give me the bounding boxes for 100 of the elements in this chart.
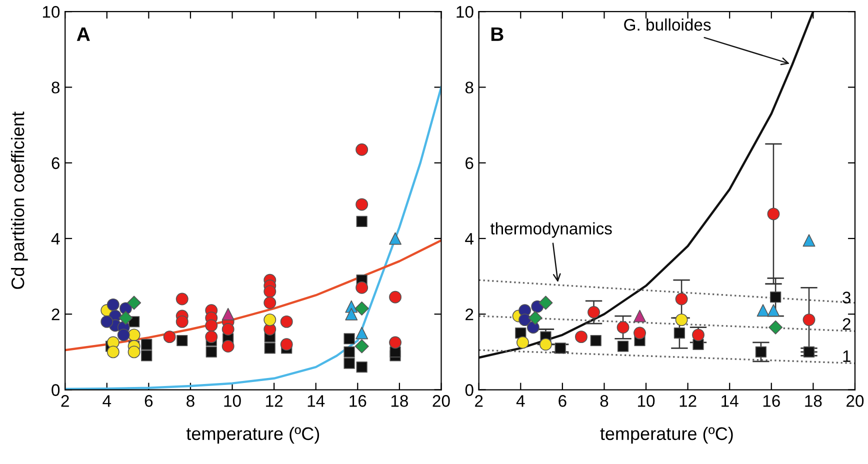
point xyxy=(117,328,130,342)
point xyxy=(264,296,276,310)
point xyxy=(516,336,529,349)
point xyxy=(176,315,188,328)
x-tick-label: 12 xyxy=(680,395,696,407)
point xyxy=(356,216,368,228)
point xyxy=(141,338,152,350)
annotation: 2 xyxy=(842,318,850,330)
point xyxy=(106,346,120,358)
y-tick-label: 6 xyxy=(466,157,474,170)
x-tick-label: 20 xyxy=(846,395,864,407)
point xyxy=(100,315,114,328)
point xyxy=(803,346,815,358)
annotation: 1 xyxy=(843,350,850,362)
y-axis-title: Cd partition coefficient xyxy=(10,112,28,289)
y-tick-label: 0 xyxy=(52,384,60,396)
y-tick-label: 8 xyxy=(52,82,60,94)
x-tick-label: 12 xyxy=(266,395,282,407)
point xyxy=(354,301,369,316)
point xyxy=(141,350,152,362)
annotation: G. bulloides xyxy=(624,18,711,31)
point xyxy=(588,306,600,318)
x-tick-label: 4 xyxy=(102,395,112,407)
point xyxy=(354,339,369,354)
x-tick-label: 18 xyxy=(391,395,408,407)
point xyxy=(528,310,542,325)
point xyxy=(755,346,767,358)
x-axis-title: temperature (ºC) xyxy=(186,426,320,444)
point xyxy=(206,346,217,358)
x-tick-label: 2 xyxy=(475,395,483,407)
point xyxy=(344,358,355,369)
y-tick-label: 10 xyxy=(42,6,60,18)
point xyxy=(675,292,688,306)
x-tick-label: 8 xyxy=(186,395,194,407)
point xyxy=(356,326,368,340)
annotation: A xyxy=(76,27,90,41)
y-tick-label: 2 xyxy=(52,308,60,320)
point xyxy=(356,362,368,373)
point xyxy=(768,320,783,334)
x-axis-title: temperature (ºC) xyxy=(600,426,733,444)
point xyxy=(264,285,276,298)
point xyxy=(518,314,532,326)
point xyxy=(176,292,188,306)
point xyxy=(356,281,368,294)
point xyxy=(770,292,782,303)
point xyxy=(356,143,368,156)
point xyxy=(127,296,142,310)
point xyxy=(802,234,816,247)
x-tick-label: 14 xyxy=(308,395,325,407)
point xyxy=(616,321,630,334)
point xyxy=(222,308,234,320)
point xyxy=(675,314,688,326)
point xyxy=(538,296,553,310)
point xyxy=(389,290,402,304)
annotation: B xyxy=(491,27,504,41)
point xyxy=(554,342,566,354)
point xyxy=(264,314,276,326)
point xyxy=(575,330,588,344)
x-tick-label: 16 xyxy=(350,395,366,407)
x-tick-label: 16 xyxy=(763,395,780,407)
point xyxy=(345,308,358,320)
point xyxy=(389,232,402,245)
y-tick-label: 2 xyxy=(466,308,474,320)
point xyxy=(344,333,355,344)
x-tick-label: 10 xyxy=(638,395,655,407)
line-series xyxy=(65,239,442,352)
point xyxy=(634,310,646,322)
point xyxy=(590,335,602,346)
x-tick-label: 14 xyxy=(722,395,738,407)
point xyxy=(390,346,401,358)
y-tick-label: 4 xyxy=(465,233,474,245)
x-tick-label: 4 xyxy=(516,395,525,407)
x-tick-label: 8 xyxy=(600,395,608,407)
annotation: thermodynamics xyxy=(490,222,612,238)
point xyxy=(280,338,293,351)
y-tick-label: 10 xyxy=(456,6,474,18)
point xyxy=(617,340,629,352)
line-series xyxy=(478,12,814,359)
point xyxy=(634,326,646,340)
point xyxy=(128,346,140,358)
x-tick-label: 18 xyxy=(805,395,822,407)
x-tick-label: 6 xyxy=(558,395,566,407)
x-tick-label: 20 xyxy=(432,395,450,407)
point xyxy=(222,340,234,352)
point xyxy=(280,315,293,328)
point xyxy=(205,330,218,344)
point xyxy=(389,336,402,349)
x-tick-label: 6 xyxy=(144,395,153,407)
point xyxy=(176,335,188,346)
point xyxy=(802,314,816,326)
point xyxy=(674,327,686,339)
y-tick-label: 8 xyxy=(465,82,474,94)
point xyxy=(767,304,780,317)
point xyxy=(356,198,368,211)
point xyxy=(205,319,218,332)
annotation: 3 xyxy=(842,292,851,304)
point xyxy=(767,208,780,220)
point xyxy=(526,321,540,334)
point xyxy=(106,298,120,311)
point xyxy=(692,328,704,342)
